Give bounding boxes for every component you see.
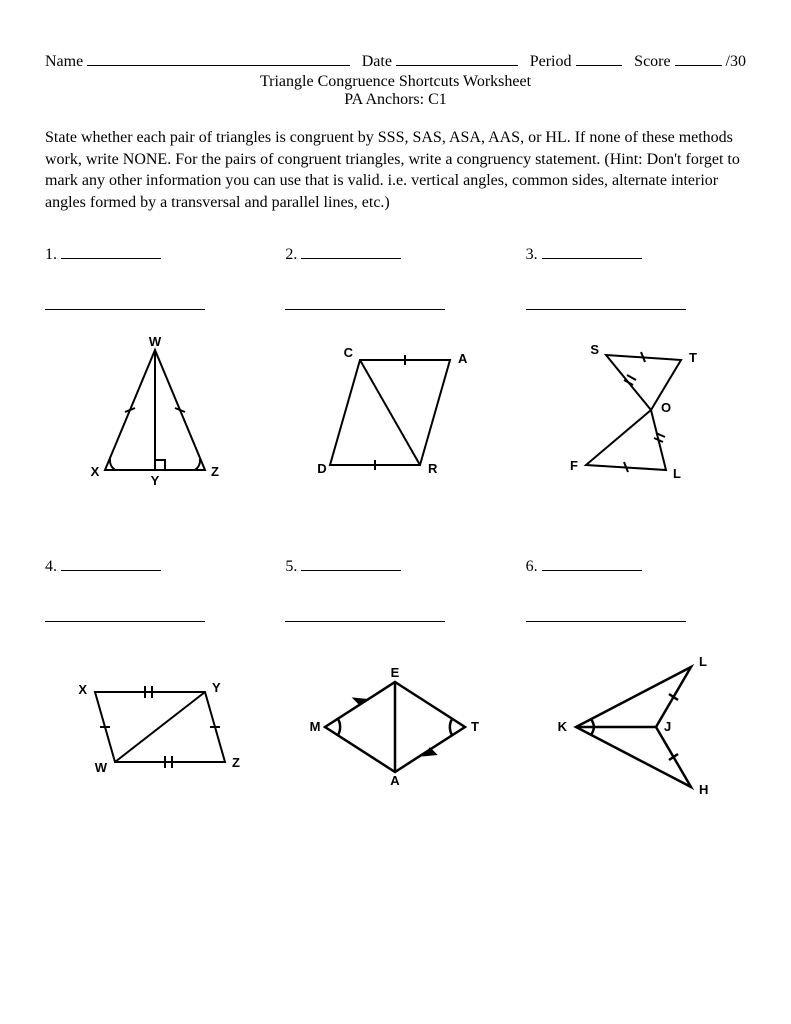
answer-blank-5b[interactable]	[285, 606, 445, 622]
svg-text:X: X	[78, 682, 87, 697]
problem-number: 3.	[526, 246, 538, 263]
problem-number: 4.	[45, 558, 57, 575]
title-line1: Triangle Congruence Shortcuts Worksheet	[45, 73, 746, 91]
svg-text:Z: Z	[232, 755, 240, 770]
figure-1: W X Y Z	[45, 335, 265, 495]
instructions: State whether each pair of triangles is …	[45, 127, 746, 213]
header-line: Name Date Period Score /30	[45, 50, 746, 71]
svg-text:J: J	[664, 719, 671, 734]
answer-blank-3b[interactable]	[526, 294, 686, 310]
answer-blank-3a[interactable]	[542, 243, 642, 259]
svg-text:O: O	[661, 400, 671, 415]
problem-4: 4. X Y	[45, 555, 265, 807]
svg-text:Y: Y	[151, 473, 160, 488]
problem-number: 1.	[45, 246, 57, 263]
svg-text:A: A	[458, 351, 468, 366]
svg-text:M: M	[310, 719, 321, 734]
problem-number: 6.	[526, 558, 538, 575]
svg-text:F: F	[570, 458, 578, 473]
svg-text:T: T	[472, 719, 480, 734]
period-label: Period	[530, 53, 572, 71]
svg-text:Y: Y	[212, 680, 221, 695]
figure-4: X Y W Z	[45, 647, 265, 807]
svg-text:W: W	[149, 334, 162, 349]
date-label: Date	[362, 53, 392, 71]
title-block: Triangle Congruence Shortcuts Worksheet …	[45, 73, 746, 109]
problem-3: 3. S	[526, 243, 746, 495]
figure-6: L K J H	[526, 647, 746, 807]
svg-text:T: T	[689, 350, 697, 365]
svg-text:D: D	[318, 461, 327, 476]
svg-text:A: A	[391, 773, 401, 788]
svg-text:R: R	[428, 461, 438, 476]
problem-number: 2.	[285, 246, 297, 263]
score-blank[interactable]	[675, 50, 722, 66]
answer-blank-4b[interactable]	[45, 606, 205, 622]
problem-number: 5.	[285, 558, 297, 575]
problem-2: 2. C A D R	[285, 243, 505, 495]
svg-text:H: H	[699, 782, 708, 797]
answer-blank-1b[interactable]	[45, 294, 205, 310]
answer-blank-2a[interactable]	[301, 243, 401, 259]
title-line2: PA Anchors: C1	[45, 91, 746, 109]
name-blank[interactable]	[87, 50, 350, 66]
answer-blank-5a[interactable]	[301, 555, 401, 571]
svg-text:Z: Z	[211, 464, 219, 479]
svg-text:K: K	[557, 719, 567, 734]
score-label: Score	[634, 53, 670, 71]
figure-5: E M T A	[285, 647, 505, 807]
problem-5: 5. E M T A	[285, 555, 505, 807]
answer-blank-4a[interactable]	[61, 555, 161, 571]
svg-text:L: L	[673, 466, 681, 481]
answer-blank-1a[interactable]	[61, 243, 161, 259]
score-total: /30	[726, 53, 746, 71]
svg-text:S: S	[590, 342, 599, 357]
svg-text:C: C	[344, 345, 354, 360]
problem-1: 1. W	[45, 243, 265, 495]
period-blank[interactable]	[576, 50, 623, 66]
svg-text:W: W	[95, 760, 108, 775]
figure-2: C A D R	[285, 335, 505, 495]
problem-grid: 1. W	[45, 243, 746, 847]
date-blank[interactable]	[396, 50, 518, 66]
svg-text:E: E	[391, 665, 400, 680]
problem-6: 6. L K J H	[526, 555, 746, 807]
svg-text:L: L	[699, 654, 707, 669]
figure-3: S T O F L	[526, 335, 746, 495]
answer-blank-6a[interactable]	[542, 555, 642, 571]
answer-blank-2b[interactable]	[285, 294, 445, 310]
name-label: Name	[45, 53, 83, 71]
answer-blank-6b[interactable]	[526, 606, 686, 622]
svg-text:X: X	[91, 464, 100, 479]
